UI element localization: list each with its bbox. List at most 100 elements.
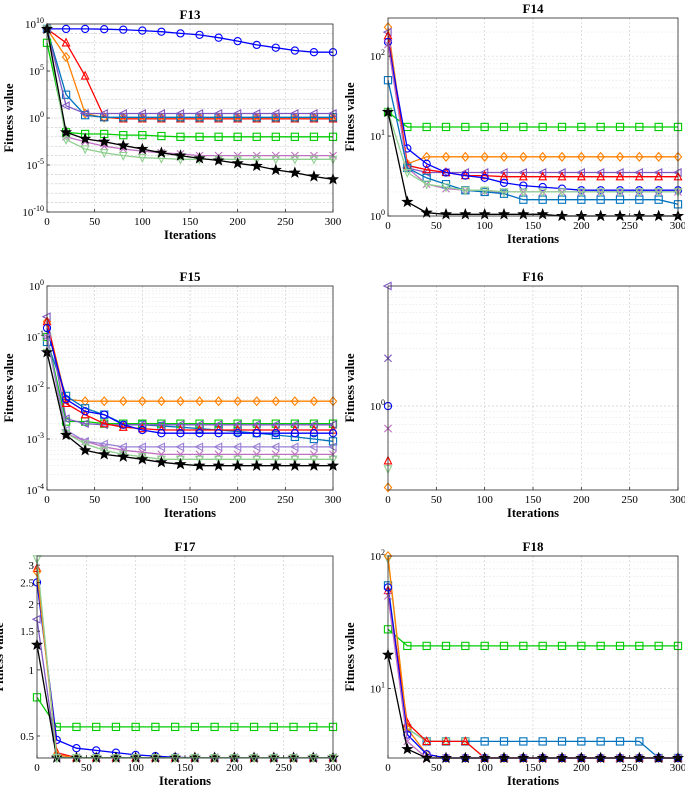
data-point — [270, 442, 280, 452]
data-point — [461, 641, 470, 651]
data-point — [61, 24, 71, 34]
x-tick-label: 100 — [134, 494, 151, 506]
data-point — [538, 151, 547, 162]
data-point — [309, 455, 319, 465]
data-point — [309, 429, 319, 438]
data-point — [210, 722, 219, 732]
data-point — [119, 25, 128, 34]
data-point — [230, 722, 239, 732]
data-point — [422, 164, 432, 174]
data-point — [654, 171, 664, 181]
data-point — [61, 90, 71, 99]
data-point — [459, 751, 472, 764]
x-tick-label: 0 — [34, 762, 40, 774]
data-point — [577, 641, 586, 651]
series-line — [46, 352, 333, 467]
data-point — [271, 396, 281, 407]
data-point — [92, 722, 101, 732]
data-point — [138, 425, 147, 435]
data-point — [250, 159, 263, 172]
data-point — [309, 722, 318, 732]
x-tick-label: 0 — [385, 762, 391, 774]
y-tick-label: 101 — [370, 681, 385, 696]
plot-area — [40, 22, 340, 185]
data-point — [271, 455, 281, 465]
data-point — [271, 132, 280, 141]
data-point — [151, 722, 160, 732]
data-point — [635, 122, 644, 132]
data-point — [231, 156, 244, 169]
data-point — [577, 186, 586, 195]
data-point — [213, 442, 223, 452]
data-point — [499, 188, 509, 198]
data-point — [615, 641, 625, 651]
data-point — [288, 459, 301, 471]
data-point — [252, 450, 261, 459]
data-point — [422, 736, 432, 746]
data-point — [232, 109, 242, 119]
series-line — [46, 321, 333, 431]
x-tick-label: 150 — [182, 216, 199, 228]
data-point — [98, 109, 108, 119]
data-point — [519, 122, 528, 132]
data-point — [538, 737, 547, 746]
x-tick-label: 100 — [476, 220, 493, 232]
data-point — [519, 641, 528, 651]
x-tick-label: 100 — [134, 216, 151, 228]
data-point — [195, 450, 204, 459]
data-point — [214, 450, 223, 459]
data-point — [100, 410, 109, 419]
data-point — [308, 109, 318, 119]
y-axis-label: Fitness value — [343, 82, 357, 152]
data-point — [480, 737, 489, 746]
data-point — [190, 722, 200, 732]
data-point — [555, 751, 569, 764]
data-point — [596, 737, 605, 746]
data-point — [536, 751, 549, 764]
data-point — [538, 122, 547, 132]
data-point — [213, 109, 223, 119]
data-point — [499, 641, 509, 651]
series-8 — [383, 108, 683, 198]
data-point — [252, 40, 261, 50]
data-point — [401, 742, 414, 755]
data-point — [615, 171, 625, 181]
data-point — [233, 455, 243, 465]
data-point — [439, 751, 453, 764]
data-point — [214, 429, 223, 438]
data-point — [157, 131, 166, 141]
y-tick-label: 102 — [370, 548, 385, 563]
data-point — [441, 122, 451, 132]
data-point — [98, 447, 111, 460]
series-line — [46, 336, 333, 456]
x-tick-label: 250 — [621, 762, 638, 774]
data-point — [499, 178, 509, 187]
data-point — [460, 736, 470, 746]
data-point — [290, 396, 300, 407]
data-point — [441, 641, 451, 651]
series-line — [46, 321, 333, 402]
data-point — [269, 722, 278, 732]
data-point — [60, 101, 70, 111]
x-tick-label: 50 — [431, 762, 443, 774]
x-axis-label: Iterations — [507, 506, 559, 520]
data-point — [439, 207, 453, 220]
data-point — [460, 186, 470, 196]
data-point — [461, 151, 470, 162]
data-point — [195, 30, 204, 40]
data-point — [271, 450, 280, 459]
series-line — [46, 336, 333, 425]
data-point — [175, 109, 185, 119]
series-line — [46, 28, 333, 115]
data-point — [576, 171, 586, 181]
data-point — [518, 188, 528, 198]
data-point — [233, 132, 242, 141]
data-point — [176, 429, 185, 438]
data-point — [80, 70, 90, 80]
series-5 — [41, 24, 337, 119]
data-point — [480, 186, 490, 196]
data-point — [174, 457, 187, 470]
data-point — [176, 29, 185, 38]
series-line — [387, 111, 678, 193]
data-point — [117, 139, 130, 151]
